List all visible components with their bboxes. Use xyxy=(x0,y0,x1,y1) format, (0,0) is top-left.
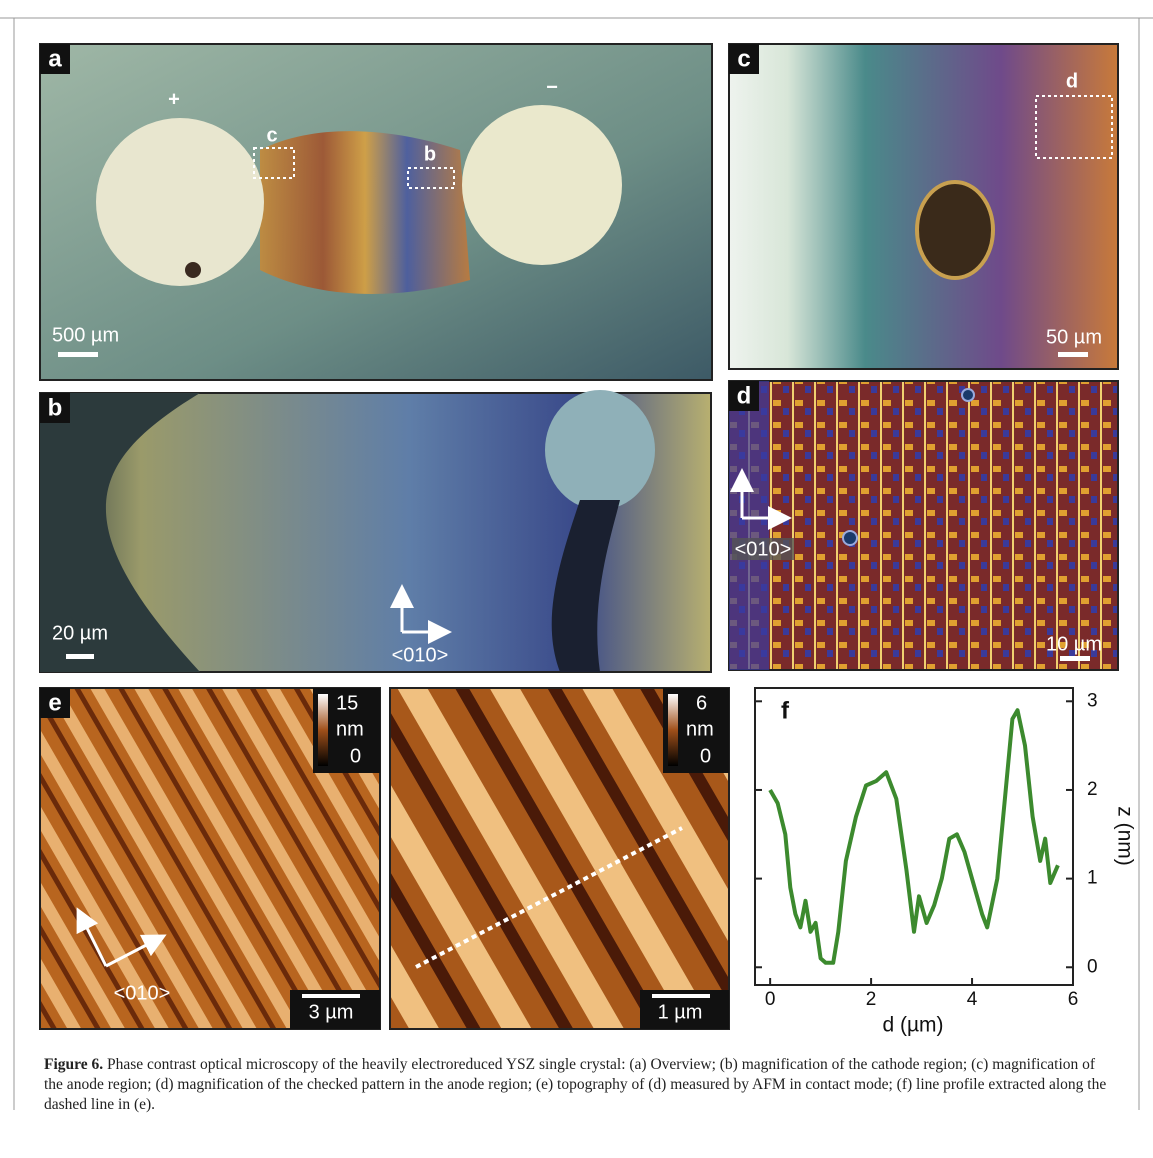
scale-label: 1 µm xyxy=(658,1001,703,1023)
polarity: − xyxy=(546,76,558,98)
box-label: c xyxy=(266,124,277,146)
pore xyxy=(962,389,974,401)
colorbar xyxy=(318,694,328,766)
electrode xyxy=(96,118,264,286)
direction-label: <010> xyxy=(735,538,792,560)
colorbar-label: 0 xyxy=(700,745,711,767)
panel-a: a + − c b 500 µm xyxy=(40,44,712,380)
x-tick-label: 6 xyxy=(1068,989,1079,1010)
y-tick-label: 0 xyxy=(1087,956,1098,977)
y-tick-label: 3 xyxy=(1087,690,1098,711)
panel-label: a xyxy=(48,45,62,72)
hole xyxy=(545,390,655,510)
colorbar-label: 0 xyxy=(350,745,361,767)
caption-text: Phase contrast optical microscopy of the… xyxy=(44,1056,1106,1113)
plot-frame xyxy=(755,688,1073,985)
electrode xyxy=(462,105,622,265)
y-axis-label: z (nm) xyxy=(1113,806,1136,866)
panel-label: c xyxy=(737,45,750,72)
scale-label: 20 µm xyxy=(52,622,108,644)
micrograph xyxy=(729,381,1118,670)
y-tick-label: 1 xyxy=(1087,868,1098,889)
colorbar xyxy=(668,694,678,766)
x-tick-label: 2 xyxy=(866,989,877,1010)
panel-label: e xyxy=(48,689,61,716)
region xyxy=(729,381,769,670)
panel-e: e 15 nm 0 6 nm 0 <010> 3 µm 1 µm xyxy=(40,688,729,1029)
reduced-region xyxy=(260,131,470,294)
panel-c: c d 50 µm xyxy=(729,44,1118,369)
panel-label: d xyxy=(737,382,752,409)
x-axis-label: d (µm) xyxy=(882,1014,943,1037)
direction-label: <010> xyxy=(114,982,171,1004)
scale-bar xyxy=(1060,656,1090,661)
panel-label: f xyxy=(781,697,790,724)
box-label: d xyxy=(1066,70,1078,92)
caption-label: Figure 6. xyxy=(44,1056,103,1073)
scale-label: 3 µm xyxy=(309,1001,354,1023)
spot xyxy=(185,262,201,278)
caption: Figure 6. Phase contrast optical microsc… xyxy=(44,1055,1114,1115)
box-label: b xyxy=(424,143,436,165)
scale-bar xyxy=(58,352,98,357)
colorbar-label: nm xyxy=(686,718,714,740)
colorbar-label: nm xyxy=(336,718,364,740)
x-tick-label: 0 xyxy=(765,989,776,1010)
x-tick-label: 4 xyxy=(967,989,978,1010)
y-tick-label: 2 xyxy=(1087,779,1098,800)
scale-label: 500 µm xyxy=(52,324,119,346)
direction-label: <010> xyxy=(392,644,449,666)
colorbar-label: 15 xyxy=(336,692,358,714)
pore xyxy=(843,531,857,545)
scale-label: 50 µm xyxy=(1046,326,1102,348)
scale-bar xyxy=(1058,352,1088,357)
panel-b: b <010> 20 µm xyxy=(40,390,711,672)
hole xyxy=(917,182,993,278)
scale-bar xyxy=(302,994,360,998)
figure: a + − c b 500 µm c d 50 µm b <010> 20 µm xyxy=(0,0,1153,1158)
polarity: + xyxy=(168,88,180,110)
panel-label: b xyxy=(48,394,63,421)
scale-label: 10 µm xyxy=(1046,633,1102,655)
panel-d: d <010> 10 µm xyxy=(729,381,1118,670)
scale-bar xyxy=(66,654,94,659)
scale-bar xyxy=(652,994,710,998)
colorbar-label: 6 xyxy=(696,692,707,714)
page: a + − c b 500 µm c d 50 µm b <010> 20 µm xyxy=(0,0,1153,1158)
